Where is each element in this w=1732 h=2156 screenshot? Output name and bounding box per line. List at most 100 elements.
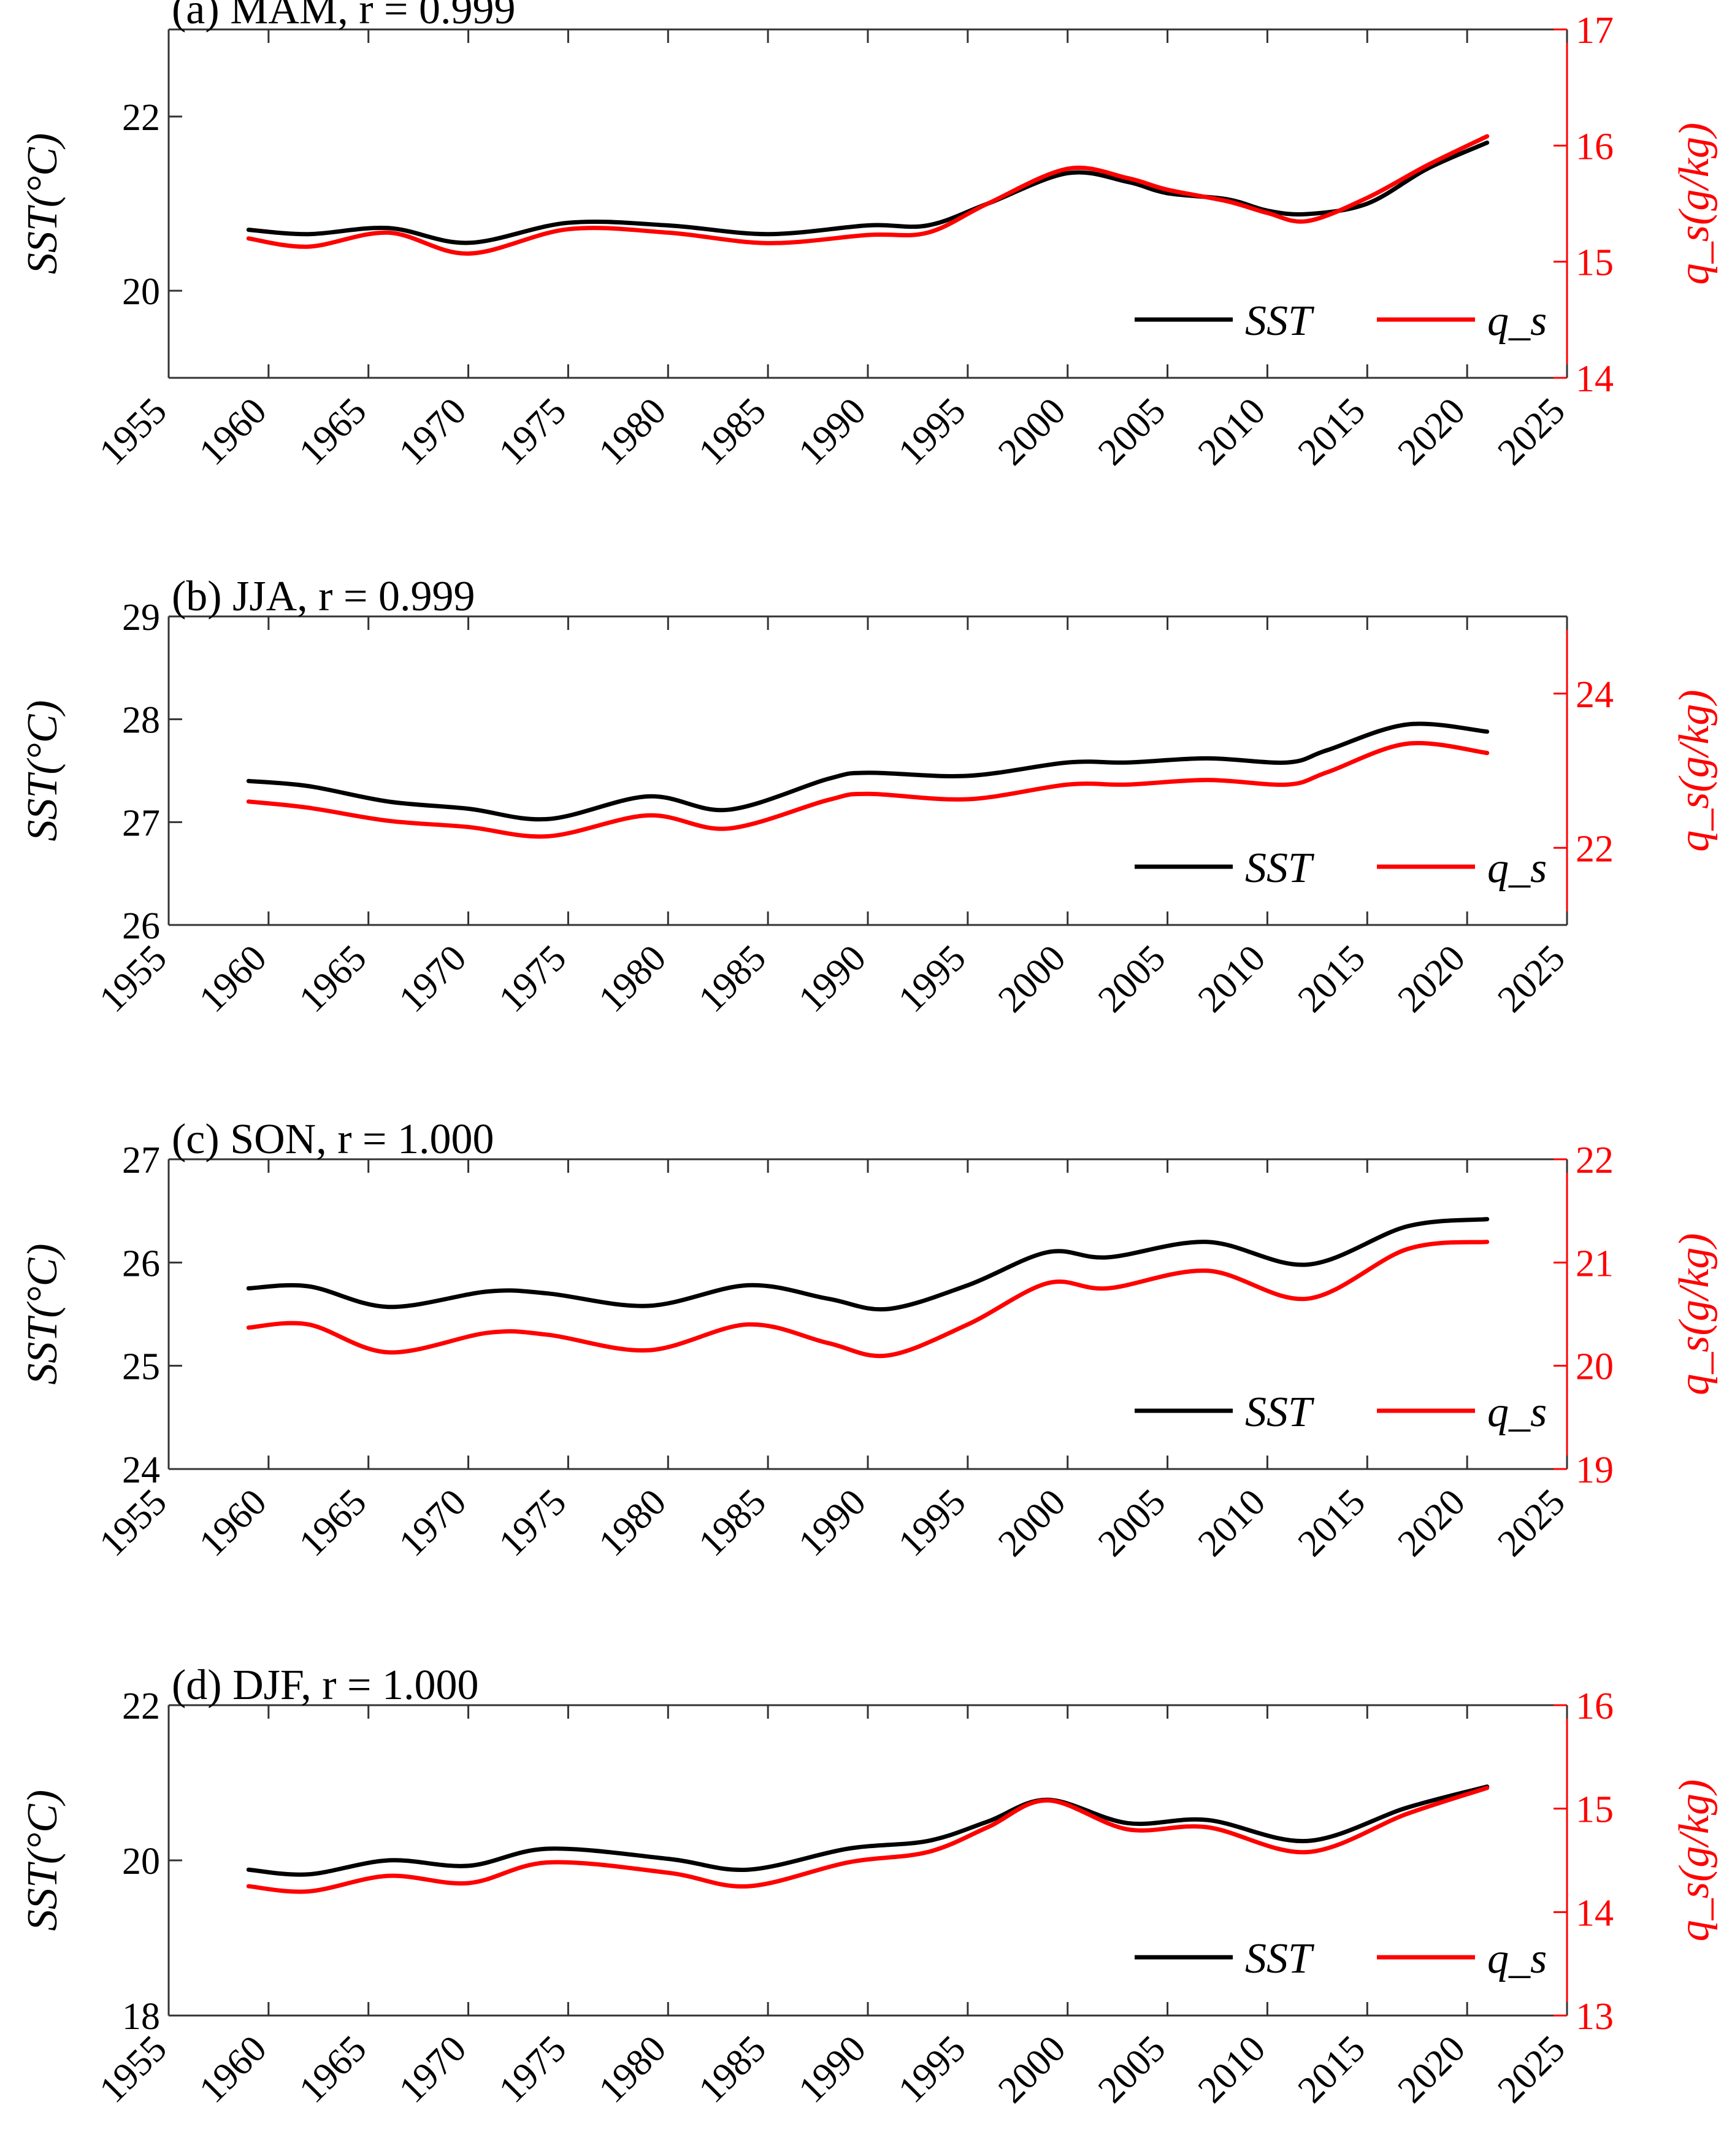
panel-title-mam: (a) MAM, r = 0.999 [172, 0, 516, 33]
legend-sst-label: SST [1245, 1389, 1315, 1436]
y-tick-label-28: 28 [122, 700, 160, 742]
sst-line [246, 1784, 1490, 1877]
x-tick-label-1995: 1995 [891, 2028, 974, 2111]
panel-title-jja: (b) JJA, r = 0.999 [172, 573, 475, 620]
sst-line [246, 1217, 1490, 1312]
x-tick-label-2005: 2005 [1090, 2028, 1174, 2111]
x-tick-label-1985: 1985 [691, 390, 774, 474]
y-axis-label: SST(°C) [19, 1243, 66, 1384]
x-tick-label-2000: 2000 [991, 1481, 1074, 1565]
y-axis-label: SST(°C) [19, 1790, 66, 1931]
y-tick-label-26: 26 [122, 1243, 160, 1284]
y2-tick-label-16: 16 [1576, 1686, 1614, 1727]
y-axis-label: SST(°C) [19, 700, 66, 841]
x-tick-label-2010: 2010 [1190, 390, 1274, 474]
y-tick-label-18: 18 [122, 1996, 160, 2038]
x-tick-label-1955: 1955 [91, 390, 175, 474]
x-tick-label-1960: 1960 [191, 1481, 275, 1565]
x-tick-label-1955: 1955 [91, 937, 175, 1021]
y-axis-label: SST(°C) [19, 133, 66, 274]
x-tick-label-1955: 1955 [91, 1481, 175, 1565]
legend-qs-label: q_s [1487, 845, 1547, 892]
x-tick-label-1970: 1970 [391, 1481, 475, 1565]
x-tick-label-1965: 1965 [291, 937, 375, 1021]
legend-sst-label: SST [1245, 845, 1315, 892]
y-tick-label-22: 22 [122, 1686, 160, 1727]
panel-title-djf: (d) DJF, r = 1.000 [172, 1662, 479, 1709]
x-tick-label-2025: 2025 [1490, 1481, 1573, 1565]
x-tick-label-1960: 1960 [191, 937, 275, 1021]
x-tick-label-1960: 1960 [191, 390, 275, 474]
x-tick-label-2020: 2020 [1390, 2028, 1473, 2111]
y-tick-label-27: 27 [122, 1140, 160, 1181]
x-tick-label-1970: 1970 [391, 390, 475, 474]
y2-tick-label-16: 16 [1576, 126, 1614, 167]
x-tick-label-1980: 1980 [591, 390, 674, 474]
y2-axis-label: q_s(g/kg) [1671, 123, 1718, 285]
x-tick-label-2010: 2010 [1190, 1481, 1274, 1565]
y-tick-label-22: 22 [122, 97, 160, 139]
x-tick-label-2000: 2000 [991, 390, 1074, 474]
x-tick-label-1965: 1965 [291, 1481, 375, 1565]
x-tick-label-2020: 2020 [1390, 937, 1473, 1021]
legend-qs-label: q_s [1487, 1389, 1547, 1436]
legend-sst-label: SST [1245, 297, 1315, 345]
x-tick-label-2025: 2025 [1490, 937, 1573, 1021]
qs-line [246, 134, 1490, 256]
y-tick-label-24: 24 [122, 1449, 160, 1491]
y2-axis-label: q_s(g/kg) [1671, 1779, 1718, 1941]
y2-tick-label-13: 13 [1576, 1996, 1614, 2038]
x-tick-label-2025: 2025 [1490, 390, 1573, 474]
x-tick-label-1980: 1980 [591, 2028, 674, 2111]
legend-sst-label: SST [1245, 1935, 1315, 1982]
y-tick-label-26: 26 [122, 905, 160, 947]
x-tick-label-1955: 1955 [91, 2028, 175, 2111]
x-tick-label-1980: 1980 [591, 1481, 674, 1565]
sst-line [246, 721, 1490, 822]
x-tick-label-1975: 1975 [491, 390, 575, 474]
y-tick-label-20: 20 [122, 1841, 160, 1882]
panel-djf: 1955 1960 1965 1970 1975 1980 1985 1990 1995 2000… [19, 1662, 1718, 2111]
x-tick-label-1995: 1995 [891, 390, 974, 474]
x-tick-label-1965: 1965 [291, 390, 375, 474]
x-tick-label-1985: 1985 [691, 2028, 774, 2111]
x-tick-label-1975: 1975 [491, 937, 575, 1021]
x-tick-label-1970: 1970 [391, 937, 475, 1021]
panel-jja: 1955 1960 1965 1970 1975 1980 1985 1990 1995 2000… [19, 573, 1718, 1021]
x-tick-label-2015: 2015 [1290, 937, 1373, 1021]
qs-line [246, 1786, 1490, 1894]
x-tick-label-1980: 1980 [591, 937, 674, 1021]
x-tick-label-1975: 1975 [491, 1481, 575, 1565]
x-tick-label-1995: 1995 [891, 937, 974, 1021]
x-tick-label-1975: 1975 [491, 2028, 575, 2111]
legend-qs-label: q_s [1487, 1935, 1547, 1982]
y-tick-label-20: 20 [122, 271, 160, 313]
x-tick-label-1990: 1990 [791, 937, 874, 1021]
x-tick-label-2020: 2020 [1390, 390, 1473, 474]
sst-line [246, 140, 1490, 245]
y2-axis-label: q_s(g/kg) [1671, 1233, 1718, 1395]
x-tick-label-2015: 2015 [1290, 2028, 1373, 2111]
y2-tick-label-15: 15 [1576, 242, 1614, 284]
x-tick-label-1970: 1970 [391, 2028, 475, 2111]
x-tick-label-2020: 2020 [1390, 1481, 1473, 1565]
x-tick-label-1990: 1990 [791, 2028, 874, 2111]
x-tick-label-2000: 2000 [991, 937, 1074, 1021]
y2-tick-label-22: 22 [1576, 828, 1614, 870]
x-tick-label-1985: 1985 [691, 937, 774, 1021]
x-tick-label-2005: 2005 [1090, 937, 1174, 1021]
panel-title-son: (c) SON, r = 1.000 [172, 1116, 494, 1163]
x-tick-label-2000: 2000 [991, 2028, 1074, 2111]
y2-tick-label-19: 19 [1576, 1449, 1614, 1491]
y2-tick-label-24: 24 [1576, 674, 1614, 716]
y2-axis-label: q_s(g/kg) [1671, 689, 1718, 851]
x-tick-label-2015: 2015 [1290, 1481, 1373, 1565]
x-tick-label-1990: 1990 [791, 1481, 874, 1565]
panel-mam: 1955 1960 1965 1970 1975 1980 1985 1990 1995 2000… [19, 0, 1718, 474]
y2-tick-label-21: 21 [1576, 1243, 1614, 1284]
panel-son: 1955 1960 1965 1970 1975 1980 1985 1990 1995 2000… [19, 1116, 1718, 1565]
y2-tick-label-14: 14 [1576, 358, 1614, 400]
x-tick-label-1985: 1985 [691, 1481, 774, 1565]
y-tick-label-29: 29 [122, 597, 160, 639]
x-tick-label-2005: 2005 [1090, 1481, 1174, 1565]
